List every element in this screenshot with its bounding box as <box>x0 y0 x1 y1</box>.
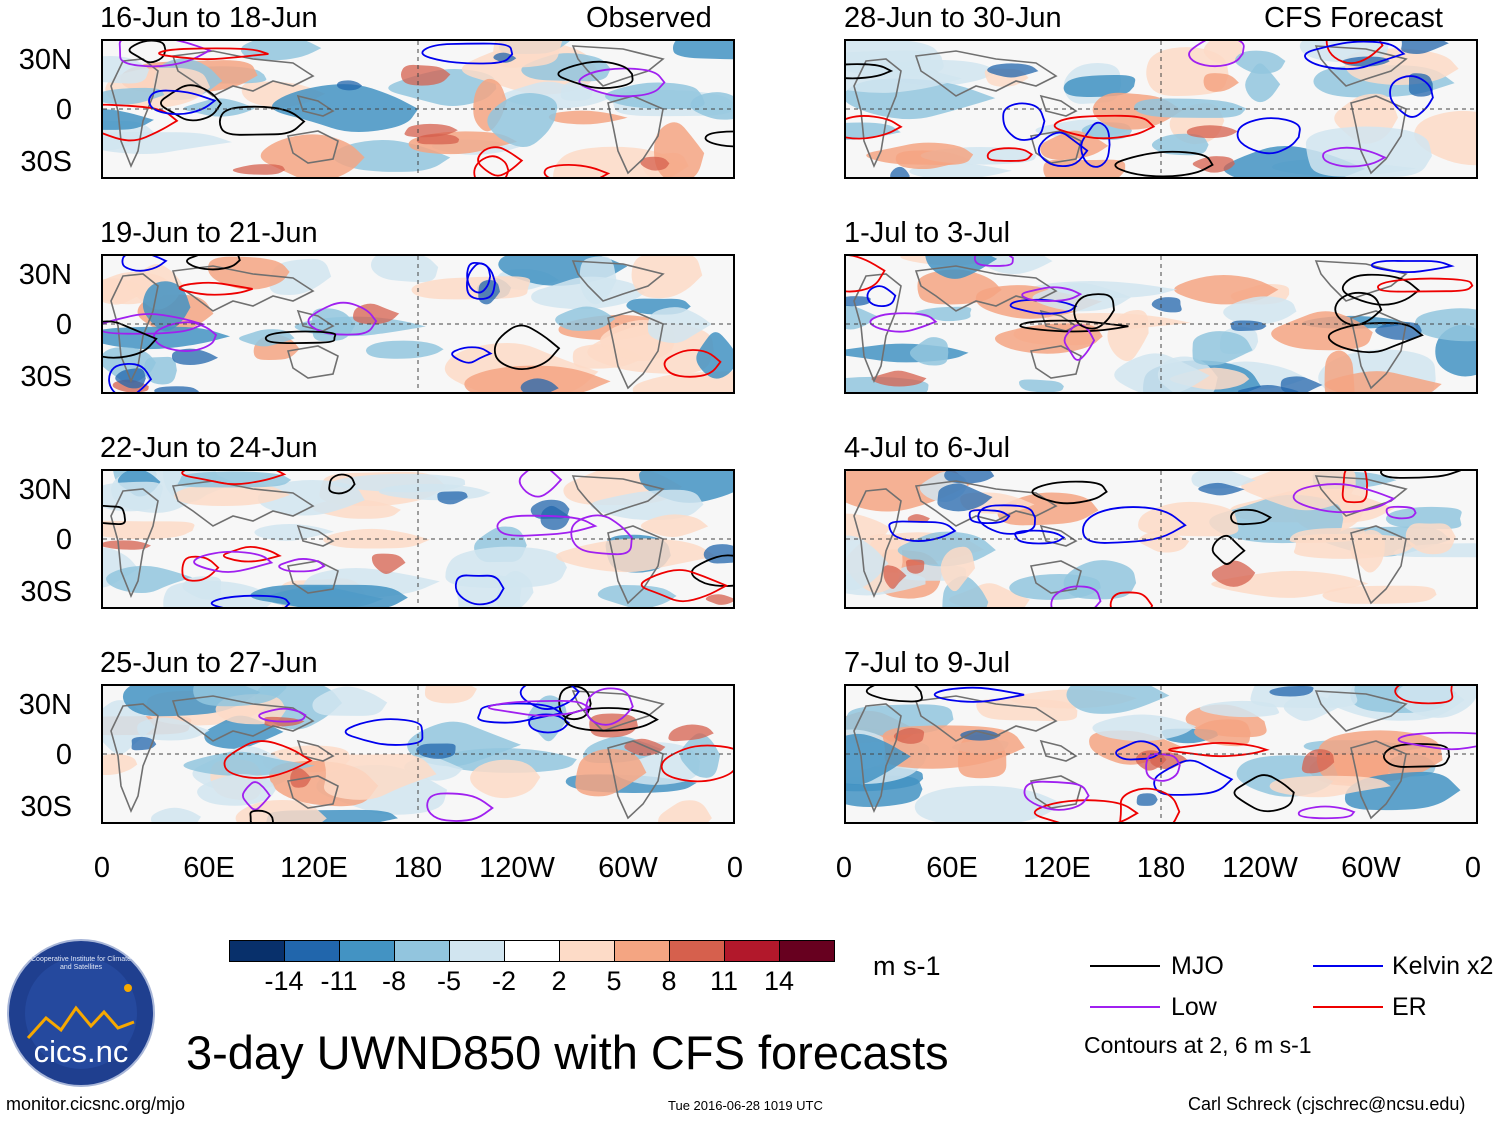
panel-tag: CFS Forecast <box>1264 2 1443 34</box>
map-panel <box>101 39 735 179</box>
colorbar-tick: 2 <box>551 966 567 996</box>
lon-label: 120W <box>479 852 555 884</box>
lat-label: 0 <box>55 739 72 771</box>
colorbar-tick: 14 <box>763 966 795 996</box>
cics-logo: Cooperative Institute for Climate and Sa… <box>6 938 156 1088</box>
lon-label: 180 <box>393 852 443 884</box>
colorbar-swatch <box>724 940 780 962</box>
map-panel <box>844 684 1478 824</box>
panel-title: 25-Jun to 27-Jun <box>100 647 318 679</box>
panel-tag: Observed <box>586 2 712 34</box>
footer-credit: Carl Schreck (cjschrec@ncsu.edu) <box>1188 1094 1466 1114</box>
panel-title: 16-Jun to 18-Jun <box>100 2 318 34</box>
legend-label-low: Low <box>1171 993 1217 1021</box>
colorbar-tick: -5 <box>436 966 461 996</box>
map-panel <box>101 469 735 609</box>
lon-label: 60W <box>1341 852 1401 884</box>
colorbar-swatch <box>614 940 670 962</box>
lon-label: 120E <box>1023 852 1091 884</box>
lon-label: 0 <box>835 852 853 884</box>
colorbar-tick: 11 <box>709 966 739 996</box>
map-field <box>103 256 733 392</box>
colorbar-swatch <box>339 940 395 962</box>
logo-ring-text: Cooperative Institute for Climate and Sa… <box>31 956 131 971</box>
lat-label: 30S <box>20 791 72 823</box>
map-panel <box>844 39 1478 179</box>
main-title: 3-day UWND850 with CFS forecasts <box>186 1026 949 1079</box>
lat-label: 0 <box>55 524 72 556</box>
map-field <box>103 41 733 177</box>
legend-line-er <box>1313 1006 1383 1008</box>
colorbar-units: m s-1 <box>873 951 941 981</box>
lon-label: 120W <box>1222 852 1298 884</box>
lon-label: 60E <box>183 852 235 884</box>
panel-title: 22-Jun to 24-Jun <box>100 432 318 464</box>
map-field <box>103 686 733 822</box>
map-field <box>846 41 1476 177</box>
lat-label: 30N <box>18 44 72 76</box>
panel-title: 19-Jun to 21-Jun <box>100 217 318 249</box>
legend: MJO Kelvin x2 Low ER Contours at 2, 6 m … <box>1080 950 1510 1070</box>
map-panel <box>844 469 1478 609</box>
colorbar-swatch <box>449 940 505 962</box>
colorbar-swatch <box>504 940 560 962</box>
map-panel <box>101 254 735 394</box>
colorbar-swatch <box>779 940 835 962</box>
legend-label-mjo: MJO <box>1171 952 1224 980</box>
lat-label: 30N <box>18 474 72 506</box>
lat-label: 30S <box>20 361 72 393</box>
footer-url[interactable]: monitor.cicsnc.org/mjo <box>6 1094 186 1114</box>
colorbar: -14 -11 -8 -5 -2 2 5 8 11 14 <box>229 940 835 1000</box>
footer-timestamp: Tue 2016-06-28 1019 UTC <box>668 1098 823 1113</box>
panel-title: 1-Jul to 3-Jul <box>844 217 1011 249</box>
colorbar-swatch <box>669 940 725 962</box>
legend-label-er: ER <box>1392 993 1427 1021</box>
legend-line-kelvin <box>1313 965 1383 967</box>
lon-label: 0 <box>726 852 744 884</box>
colorbar-tick: -14 <box>264 966 304 996</box>
colorbar-tick: 8 <box>661 966 677 996</box>
lat-label: 30N <box>18 259 72 291</box>
lon-label: 0 <box>1464 852 1482 884</box>
colorbar-swatch <box>559 940 615 962</box>
colorbar-swatch <box>229 940 285 962</box>
colorbar-swatch <box>284 940 340 962</box>
logo-text: cics.nc <box>33 1034 129 1069</box>
colorbar-tick: 5 <box>606 966 622 996</box>
legend-label-kelvin: Kelvin x2 <box>1392 952 1494 980</box>
lat-label: 30N <box>18 689 72 721</box>
lat-label: 30S <box>20 576 72 608</box>
colorbar-tick: -2 <box>491 966 516 996</box>
lon-label: 120E <box>280 852 348 884</box>
colorbar-tick: -11 <box>320 966 358 996</box>
colorbar-swatch <box>394 940 450 962</box>
map-field <box>846 471 1476 607</box>
panel-title: 4-Jul to 6-Jul <box>844 432 1011 464</box>
lon-label: 60E <box>926 852 978 884</box>
map-field <box>846 256 1476 392</box>
legend-line-mjo <box>1090 965 1160 967</box>
colorbar-tick: -8 <box>381 966 406 996</box>
legend-line-low <box>1090 1006 1160 1008</box>
lat-label: 0 <box>55 309 72 341</box>
map-field <box>846 686 1476 822</box>
legend-note: Contours at 2, 6 m s-1 <box>1084 1032 1312 1058</box>
lat-label: 0 <box>55 94 72 126</box>
map-panel <box>844 254 1478 394</box>
lat-label: 30S <box>20 146 72 178</box>
map-panel <box>101 684 735 824</box>
map-field <box>103 471 733 607</box>
panel-title: 7-Jul to 9-Jul <box>844 647 1011 679</box>
lon-label: 60W <box>598 852 658 884</box>
panel-title: 28-Jun to 30-Jun <box>844 2 1062 34</box>
lon-label: 0 <box>93 852 111 884</box>
lon-label: 180 <box>1136 852 1186 884</box>
